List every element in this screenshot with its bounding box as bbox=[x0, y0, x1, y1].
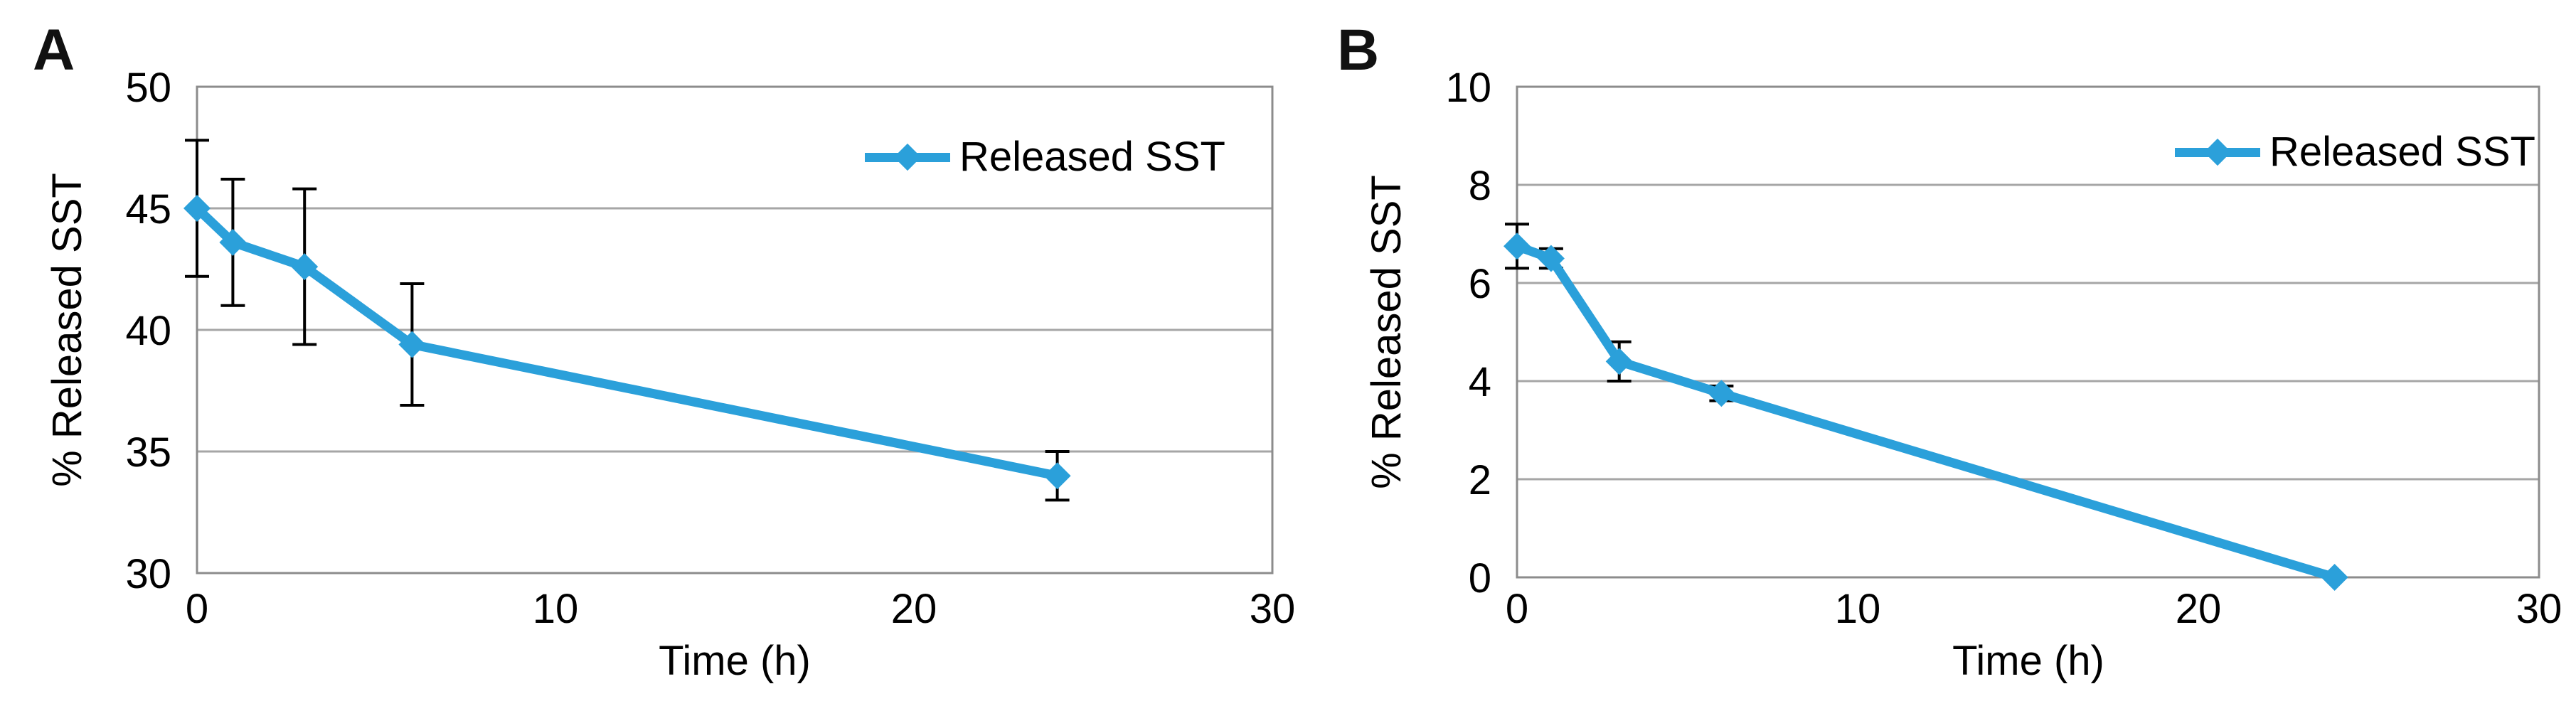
legend-label-a: Released SST bbox=[959, 134, 1225, 180]
y-tick-label: 40 bbox=[125, 308, 171, 354]
x-tick-label: 0 bbox=[186, 586, 208, 632]
data-point-marker bbox=[291, 253, 319, 281]
y-tick-label: 10 bbox=[1445, 65, 1491, 111]
panel-label-b: B bbox=[1337, 18, 1380, 82]
y-tick-label: 50 bbox=[125, 65, 171, 111]
legend-line-icon bbox=[865, 143, 950, 171]
series-line bbox=[1512, 241, 2340, 582]
x-tick-label: 20 bbox=[2176, 586, 2222, 632]
y-tick-label: 6 bbox=[1469, 261, 1491, 307]
y-tick-label: 8 bbox=[1469, 163, 1491, 209]
y-tick-label: 45 bbox=[125, 186, 171, 232]
x-tick-label: 0 bbox=[1506, 586, 1528, 632]
panel-label-a: A bbox=[33, 18, 75, 82]
x-tick-label: 10 bbox=[1835, 586, 1881, 632]
x-tick-label: 10 bbox=[533, 586, 579, 632]
legend-b: Released SST bbox=[2175, 132, 2535, 173]
legend-label-b: Released SST bbox=[2269, 129, 2535, 175]
legend-diamond-icon bbox=[893, 143, 922, 171]
data-point-marker bbox=[1605, 348, 1633, 375]
x-axis-title-b: Time (h) bbox=[1952, 638, 2104, 684]
y-axis-title-b: % Released SST bbox=[1363, 175, 1410, 489]
plot-border bbox=[1516, 85, 2540, 579]
y-tick-label: 4 bbox=[1469, 359, 1491, 405]
chart-a: 30 35 40 45 50 0 10 20 30 bbox=[125, 65, 1295, 632]
data-point-marker bbox=[183, 195, 211, 222]
data-point-marker bbox=[1503, 232, 1531, 260]
y-tick-label: 35 bbox=[125, 429, 171, 476]
x-tick-label: 20 bbox=[891, 586, 937, 632]
data-point-marker bbox=[1043, 462, 1071, 490]
x-tick-label: 30 bbox=[2516, 586, 2562, 632]
y-axis-title-a: % Released SST bbox=[44, 173, 90, 487]
data-point-marker bbox=[1708, 380, 1735, 407]
data-point-marker bbox=[1537, 245, 1565, 272]
y-tick-label: 0 bbox=[1469, 555, 1491, 602]
x-tick-label: 30 bbox=[1250, 586, 1296, 632]
x-axis-title-a: Time (h) bbox=[659, 638, 811, 684]
legend-line-icon bbox=[2175, 138, 2260, 166]
legend-diamond-icon bbox=[2203, 138, 2232, 166]
series-line bbox=[192, 203, 1063, 481]
data-point-marker bbox=[219, 228, 247, 256]
chart-b: 0 2 4 6 8 10 0 10 20 30 bbox=[1445, 65, 2562, 632]
data-point-marker bbox=[2321, 564, 2348, 591]
plot-border bbox=[196, 85, 1274, 574]
data-point-marker bbox=[398, 331, 426, 358]
legend-a: Released SST bbox=[865, 137, 1225, 178]
y-tick-label: 2 bbox=[1469, 457, 1491, 503]
y-tick-label: 30 bbox=[125, 551, 171, 597]
